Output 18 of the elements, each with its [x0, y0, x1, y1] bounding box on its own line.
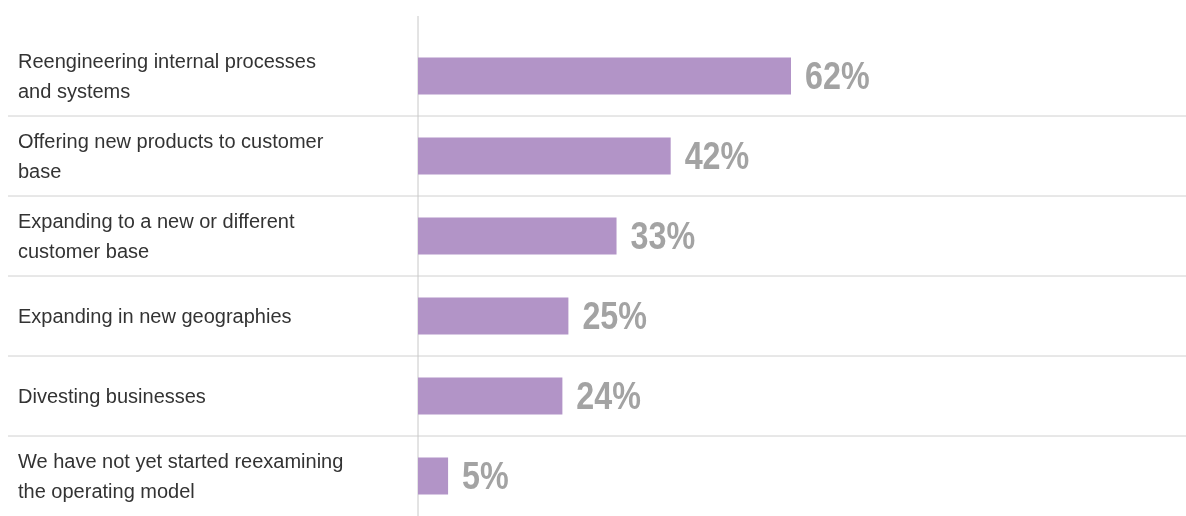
- bar: [418, 457, 449, 495]
- data-label: 42%: [684, 134, 750, 178]
- bar: [418, 137, 671, 175]
- data-label: 24%: [576, 374, 642, 418]
- y-tick-label: Divesting businesses: [18, 385, 206, 407]
- data-label: 62%: [805, 54, 870, 98]
- y-tick-label: Offering new products to customer base: [18, 130, 324, 182]
- data-label: 5%: [462, 454, 509, 498]
- y-tick-label: Expanding in new geographies: [18, 305, 292, 327]
- y-tick-label: Reengineering internal processes and systems: [18, 50, 316, 102]
- bar: [418, 217, 617, 255]
- data-label: 33%: [630, 214, 696, 258]
- bar: [418, 297, 569, 335]
- bar: [418, 57, 791, 95]
- data-label: 25%: [582, 294, 648, 338]
- bar: [418, 377, 563, 415]
- y-tick-label: Expanding to a new or different customer base: [18, 210, 295, 262]
- y-tick-label: We have not yet started reexamining the operating model: [18, 450, 344, 502]
